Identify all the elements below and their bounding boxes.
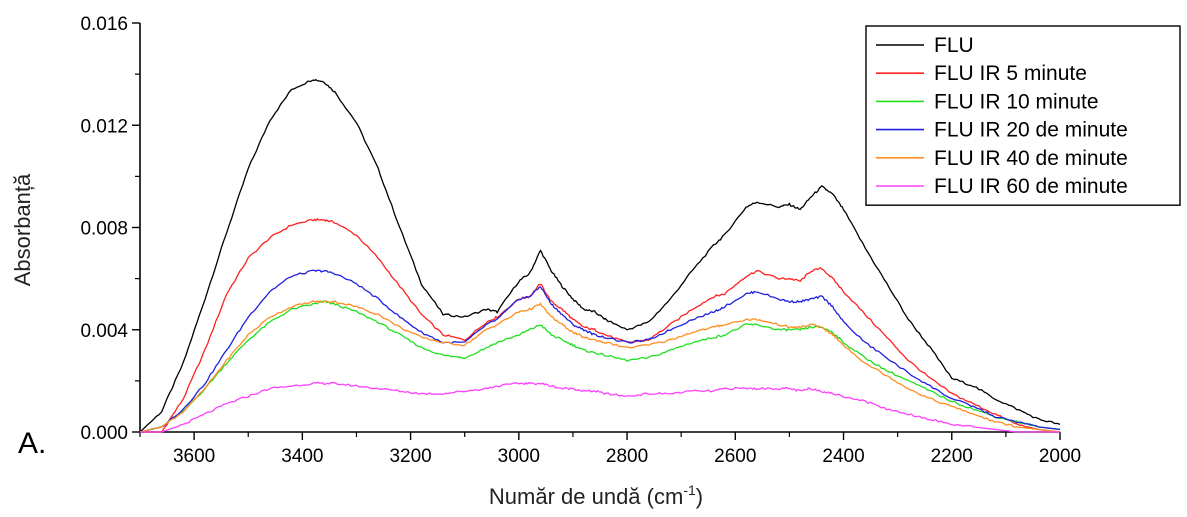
x-tick-label: 2200	[931, 446, 973, 467]
y-axis-title: Absorbanță	[10, 173, 35, 286]
x-tick-label: 3600	[173, 446, 215, 467]
legend-label: FLU IR 60 de minute	[934, 175, 1128, 198]
legend-label: FLU	[934, 34, 974, 57]
x-tick-label: 2400	[822, 446, 864, 467]
x-tick-label: 3000	[498, 446, 540, 467]
x-axis: 3600 3400 3200 3000 2800 2600 2400 2200 2000	[139, 432, 1081, 467]
series-line-5	[140, 381, 1060, 433]
panel-label: A.	[18, 427, 46, 460]
x-tick-label: 2600	[714, 446, 756, 467]
y-tick-label: 0.016	[80, 14, 128, 35]
legend-label: FLU IR 10 minute	[934, 90, 1099, 113]
legend-label: FLU IR 20 de minute	[934, 119, 1128, 142]
legend: FLU FLU IR 5 minute FLU IR 10 minute FLU IR…	[865, 25, 1181, 206]
y-tick-label: 0.012	[80, 116, 128, 137]
series-layer	[139, 78, 1061, 433]
series-line-1	[140, 217, 1061, 433]
y-tick-label: 0.004	[80, 321, 128, 342]
x-tick-label: 3400	[281, 446, 323, 467]
y-axis: 0.000 0.004 0.008 0.012 0.016	[80, 14, 140, 444]
y-tick-label: 0.000	[80, 423, 128, 444]
x-tick-label: 2000	[1039, 446, 1081, 467]
x-axis-title: Număr de undă (cm-1)	[489, 482, 703, 509]
x-tick-label: 2800	[606, 446, 648, 467]
legend-label: FLU IR 5 minute	[934, 62, 1087, 85]
series-line-2	[139, 300, 1061, 433]
y-tick-label: 0.008	[80, 219, 128, 240]
series-line-0	[139, 78, 1061, 433]
x-tick-label: 3200	[389, 446, 431, 467]
series-line-4	[139, 299, 1061, 433]
series-line-3	[139, 269, 1061, 433]
legend-box	[865, 25, 1181, 206]
legend-label: FLU IR 40 de minute	[934, 147, 1128, 170]
